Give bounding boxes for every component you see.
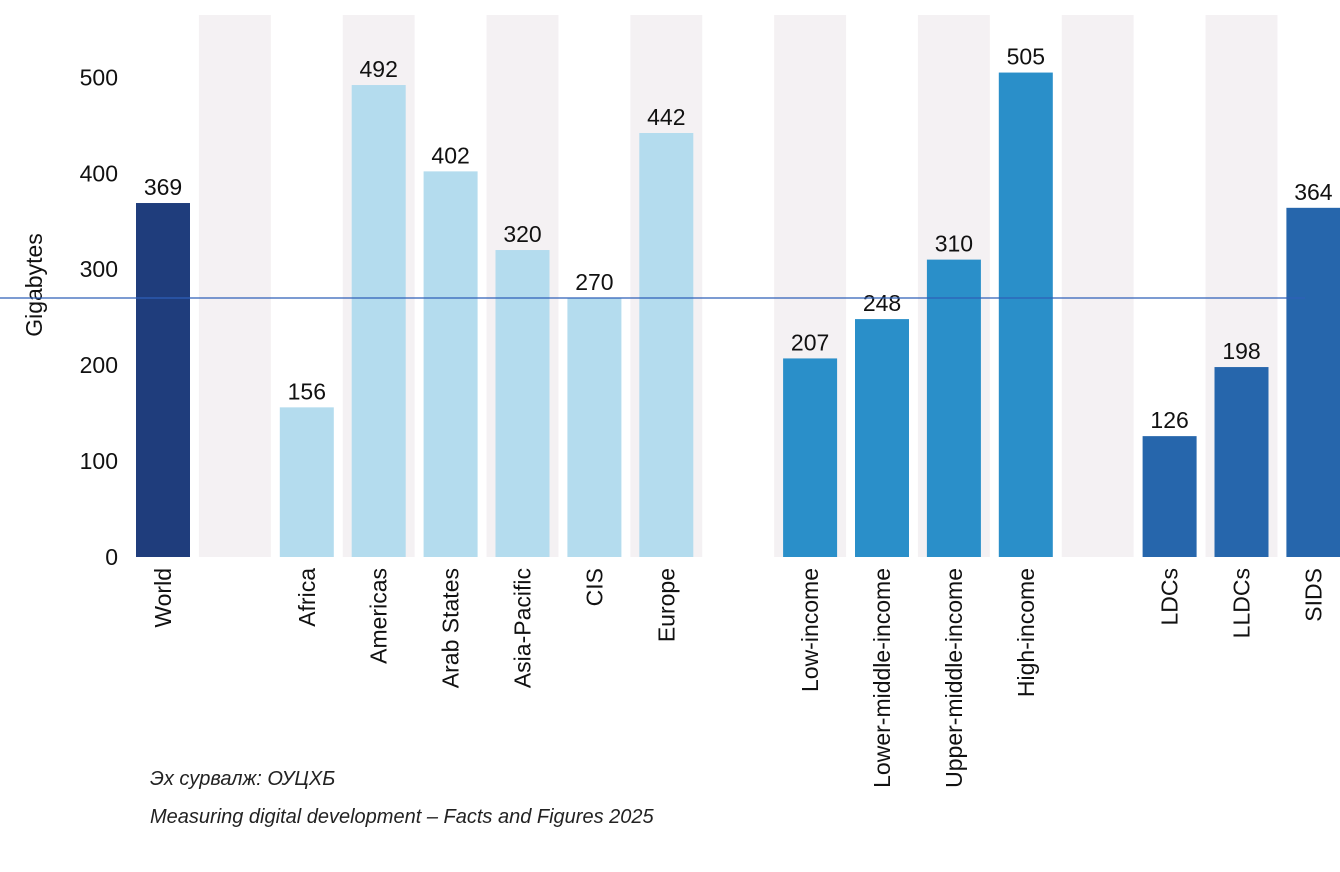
y-tick-label: 400 xyxy=(80,160,118,186)
value-label: 369 xyxy=(144,174,182,200)
x-tick-label: Europe xyxy=(653,568,679,642)
bar xyxy=(1142,436,1197,557)
column-shade xyxy=(198,15,271,557)
bar xyxy=(639,132,694,557)
bar xyxy=(1286,207,1340,558)
bar xyxy=(279,407,334,557)
bar xyxy=(136,203,190,557)
value-label: 320 xyxy=(503,221,541,247)
y-tick-label: 500 xyxy=(80,64,118,90)
x-tick-label: CIS xyxy=(581,568,607,606)
bar xyxy=(567,297,622,557)
x-tick-label: Asia-Pacific xyxy=(510,568,536,688)
x-tick-label: Arab States xyxy=(438,568,464,688)
bar xyxy=(998,72,1053,557)
x-tick-label: Low-income xyxy=(797,568,823,692)
x-tick-label: Lower-middle-income xyxy=(869,568,895,788)
bar xyxy=(855,319,909,557)
bar xyxy=(423,171,478,557)
bar xyxy=(783,358,838,557)
x-tick-label: Upper-middle-income xyxy=(941,568,967,788)
bar xyxy=(1214,367,1269,557)
bar xyxy=(495,250,550,557)
x-tick-label: Africa xyxy=(294,568,320,627)
y-tick-label: 200 xyxy=(80,352,118,378)
value-label: 492 xyxy=(360,56,398,82)
y-tick-label: 300 xyxy=(80,256,118,282)
x-tick-label: LLDCs xyxy=(1229,568,1255,638)
value-label: 442 xyxy=(647,104,685,130)
y-tick-label: 100 xyxy=(80,448,118,474)
column-shade xyxy=(1061,15,1134,557)
value-label: 505 xyxy=(1007,44,1045,70)
value-label: 126 xyxy=(1150,407,1188,433)
bar xyxy=(926,259,981,557)
value-label: 270 xyxy=(575,269,613,295)
bar xyxy=(351,85,406,557)
value-label: 207 xyxy=(791,329,829,355)
value-label: 248 xyxy=(863,290,901,316)
x-tick-label: Americas xyxy=(366,568,392,664)
value-label: 310 xyxy=(935,231,973,257)
y-axis-label: Gigabytes xyxy=(21,233,47,337)
value-label: 402 xyxy=(431,142,469,168)
x-tick-label: World xyxy=(150,568,176,628)
value-label: 198 xyxy=(1222,338,1260,364)
x-tick-label: High-income xyxy=(1013,568,1039,697)
value-label: 364 xyxy=(1294,179,1333,205)
x-tick-label: SIDS xyxy=(1300,568,1326,622)
y-tick-label: 0 xyxy=(105,544,118,570)
source-line: Эх сурвалж: ОУЦХБ xyxy=(150,768,335,790)
source-line: Measuring digital development – Facts an… xyxy=(150,806,655,828)
x-tick-label: LDCs xyxy=(1157,568,1183,626)
value-label: 156 xyxy=(288,378,326,404)
